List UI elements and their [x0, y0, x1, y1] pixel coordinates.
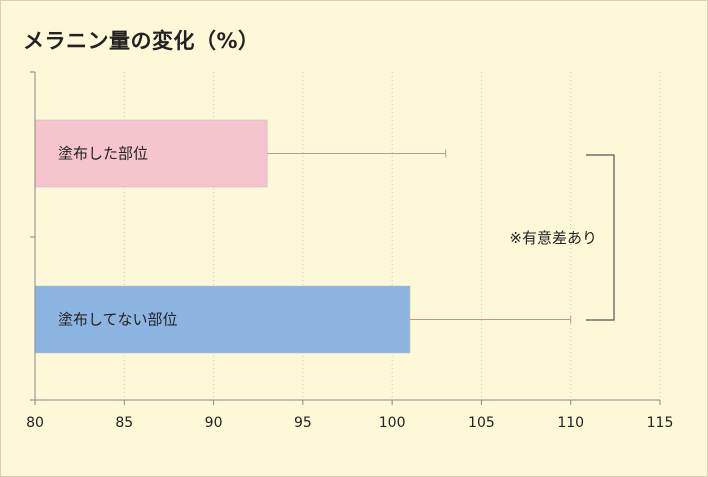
x-tick-label: 100: [379, 415, 406, 431]
x-tick-label: 85: [115, 415, 133, 431]
x-tick-label: 105: [468, 415, 495, 431]
x-tick-label: 110: [557, 415, 584, 431]
bar-label: 塗布した部位: [58, 145, 148, 163]
bar: [34, 119, 268, 188]
significance-note: ※有意差あり: [509, 229, 597, 247]
x-tick-label: 90: [205, 415, 223, 431]
bar-label: 塗布してない部位: [58, 311, 178, 329]
axes: 80 85 90 95 100 105 110 115: [26, 71, 674, 431]
annotation-group: ※有意差あり: [509, 154, 615, 321]
x-tick-label: 95: [294, 415, 312, 431]
grid: [123, 72, 661, 400]
chart-title: メラニン量の変化（%）: [23, 29, 260, 53]
significance-bracket: [586, 154, 615, 321]
x-tick-label: 80: [26, 415, 44, 431]
bar: [34, 285, 411, 354]
x-tick-label: 115: [647, 415, 674, 431]
